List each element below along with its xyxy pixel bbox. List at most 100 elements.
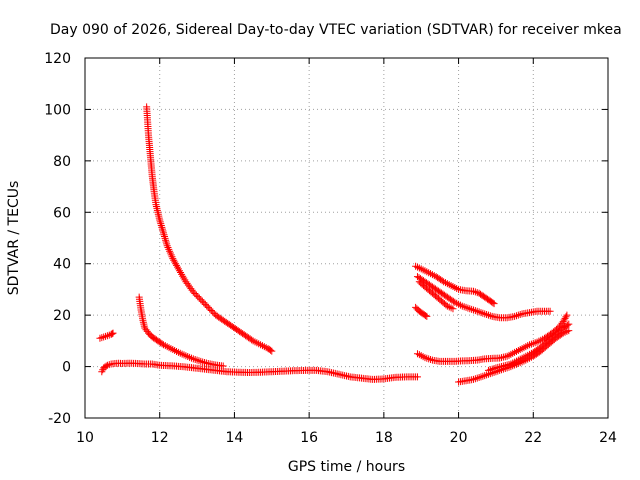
series-arc9	[413, 311, 571, 365]
data-point	[489, 299, 497, 307]
data-point	[161, 233, 169, 241]
data-point	[473, 307, 481, 315]
data-point	[267, 346, 275, 354]
data-point	[206, 305, 214, 313]
data-point	[565, 320, 573, 328]
data-point	[449, 305, 457, 313]
data-point	[98, 334, 106, 342]
data-point	[156, 216, 164, 224]
data-point	[486, 312, 494, 320]
y-tick-label: 80	[53, 154, 71, 170]
series-arc8	[412, 303, 431, 320]
series-arc4	[96, 329, 117, 342]
data-point	[512, 312, 520, 320]
data-point	[483, 311, 491, 318]
data-point	[157, 222, 165, 230]
series-arc3	[98, 359, 421, 383]
data-point	[464, 304, 472, 312]
data-point	[98, 368, 106, 376]
data-point	[423, 312, 431, 320]
data-point	[447, 304, 455, 312]
x-tick-label: 18	[375, 430, 393, 446]
data-point	[565, 327, 573, 335]
y-tick-label: 100	[44, 102, 71, 118]
data-point	[200, 299, 208, 307]
data-point	[100, 333, 108, 341]
data-point	[161, 234, 169, 242]
data-point	[173, 263, 181, 271]
data-point	[109, 329, 117, 337]
data-point	[102, 362, 110, 370]
x-tick-label: 16	[300, 430, 318, 446]
data-points	[96, 103, 573, 386]
data-point	[162, 238, 170, 246]
data-point	[561, 314, 569, 322]
data-point	[471, 307, 479, 315]
data-point	[201, 300, 209, 308]
data-point	[477, 373, 485, 381]
data-point	[511, 312, 519, 320]
y-axis-label: SDTVAR / TECUs	[6, 181, 22, 296]
data-point	[157, 220, 165, 228]
data-point	[189, 288, 197, 296]
data-point	[197, 296, 205, 304]
plot-frame	[84, 57, 609, 419]
data-point	[470, 306, 478, 314]
data-point	[192, 291, 200, 299]
data-point	[479, 372, 487, 380]
data-point	[483, 371, 491, 379]
data-point	[563, 311, 571, 319]
data-point	[202, 359, 210, 367]
x-tick-label: 24	[599, 430, 617, 446]
data-point	[475, 308, 483, 316]
data-point	[207, 307, 215, 315]
data-point	[159, 229, 167, 237]
grid-lines	[85, 58, 608, 418]
data-point	[563, 321, 571, 329]
data-point	[203, 302, 211, 310]
chart-title: Day 090 of 2026, Sidereal Day-to-day VTE…	[50, 22, 622, 38]
data-point	[108, 330, 116, 338]
data-point	[490, 300, 498, 308]
data-point	[466, 305, 474, 313]
series-arc11	[484, 320, 573, 374]
y-tick-label: 0	[62, 360, 71, 376]
data-point	[102, 332, 110, 340]
x-tick-label: 14	[226, 430, 244, 446]
data-point	[194, 293, 202, 301]
data-point	[158, 223, 166, 231]
x-tick-label: 22	[524, 430, 542, 446]
tick-labels: 10 12 14 16 18 20 22 24 -20 0 20 40 60 80 100 120	[44, 51, 617, 446]
data-point	[413, 373, 421, 381]
x-tick-label: 20	[450, 430, 468, 446]
series-arc6	[413, 273, 554, 322]
data-point	[159, 227, 167, 235]
data-point	[201, 358, 209, 366]
data-point	[473, 374, 481, 382]
y-tick-label: 40	[53, 257, 71, 273]
data-point	[475, 374, 483, 381]
data-point	[479, 309, 487, 317]
data-point	[160, 231, 168, 239]
data-point	[477, 309, 485, 317]
data-point	[204, 303, 212, 311]
series-arc2	[135, 293, 227, 370]
x-axis-label: GPS time / hours	[288, 459, 405, 475]
data-point	[197, 357, 205, 365]
data-point	[199, 358, 207, 366]
data-point	[468, 305, 476, 313]
data-point	[422, 312, 430, 320]
y-tick-label: 120	[44, 51, 71, 67]
data-point	[268, 347, 276, 355]
data-point	[156, 218, 164, 226]
data-point	[516, 311, 524, 318]
x-tick-label: 12	[151, 430, 169, 446]
series-arc7	[415, 278, 457, 313]
data-point	[96, 334, 104, 342]
data-point	[427, 356, 435, 363]
data-point	[481, 372, 489, 380]
data-point	[209, 308, 217, 316]
data-point	[481, 310, 489, 318]
data-point	[546, 307, 554, 315]
